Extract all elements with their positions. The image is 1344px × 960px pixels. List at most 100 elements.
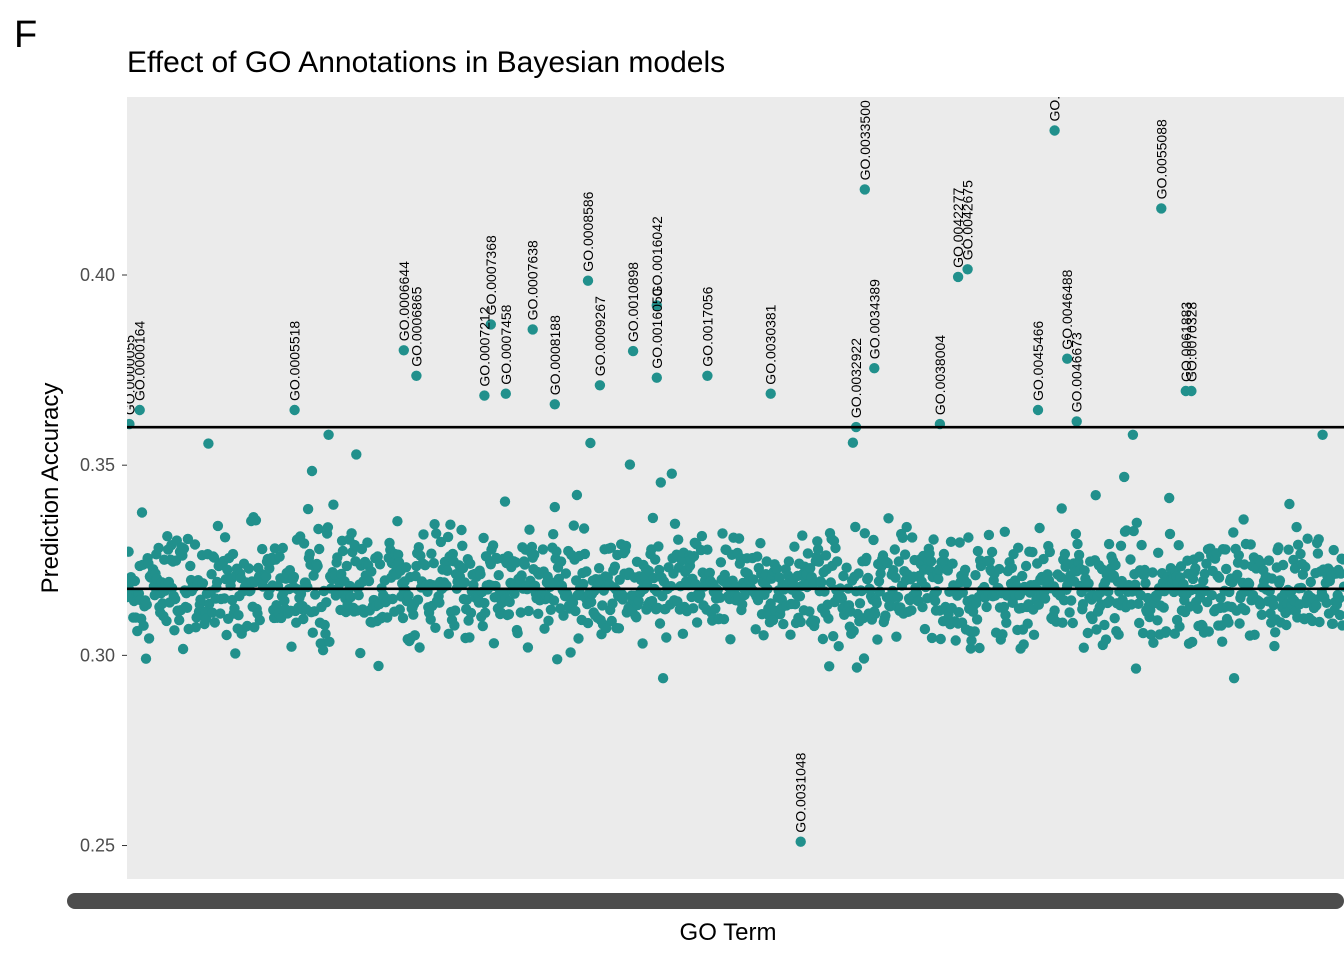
data-point xyxy=(824,661,835,672)
data-point xyxy=(412,594,424,605)
data-point xyxy=(1148,637,1159,648)
labeled-data-point xyxy=(479,390,490,401)
data-point xyxy=(1078,642,1090,653)
data-point xyxy=(537,544,549,555)
data-point xyxy=(524,524,535,535)
data-point xyxy=(477,620,488,632)
data-point xyxy=(161,615,172,627)
data-point xyxy=(1083,578,1094,589)
data-point xyxy=(672,596,683,607)
data-point xyxy=(443,628,454,639)
data-point xyxy=(1328,544,1339,556)
point-label: GO. xyxy=(1047,96,1063,122)
point-label: GO.0032922 xyxy=(848,338,864,418)
data-point xyxy=(418,529,429,540)
data-point xyxy=(1039,593,1051,604)
data-point xyxy=(243,563,254,574)
data-point xyxy=(203,438,214,449)
labeled-data-point xyxy=(651,372,662,383)
data-point xyxy=(907,532,918,543)
data-point xyxy=(1283,544,1294,555)
data-point xyxy=(1173,540,1184,551)
data-point xyxy=(838,570,849,582)
data-point xyxy=(1243,578,1255,590)
data-point xyxy=(189,539,201,550)
labeled-data-point xyxy=(1156,203,1167,214)
data-point xyxy=(1281,619,1292,631)
data-point xyxy=(593,563,605,574)
data-point xyxy=(609,561,621,572)
data-point xyxy=(328,499,339,510)
data-point xyxy=(1292,539,1304,550)
data-point xyxy=(601,623,612,634)
data-point xyxy=(631,612,642,623)
data-point xyxy=(307,627,318,638)
y-tick-label: 0.25 xyxy=(80,836,115,856)
data-point xyxy=(954,537,965,548)
data-point xyxy=(1194,551,1205,562)
data-point xyxy=(1327,618,1339,629)
labeled-data-point xyxy=(765,388,776,399)
data-point xyxy=(1000,609,1011,621)
data-point xyxy=(1013,542,1024,553)
data-point xyxy=(869,608,881,620)
data-point xyxy=(1147,567,1158,578)
point-label: GO.0006644 xyxy=(396,261,412,341)
data-point xyxy=(945,536,957,547)
chart-title: Effect of GO Annotations in Bayesian mod… xyxy=(127,46,726,79)
data-point xyxy=(233,610,244,621)
data-point xyxy=(143,633,155,644)
plot-panel xyxy=(127,97,1344,879)
point-label: GO.0007458 xyxy=(498,304,514,384)
data-point xyxy=(718,614,730,625)
data-point xyxy=(1152,615,1163,626)
data-point xyxy=(1263,555,1275,566)
data-point xyxy=(624,459,636,470)
data-point xyxy=(1273,542,1284,553)
data-point xyxy=(586,596,597,608)
data-point xyxy=(197,578,209,589)
data-point xyxy=(250,515,262,526)
data-point xyxy=(1064,607,1075,618)
data-point xyxy=(519,559,530,570)
data-point xyxy=(906,605,917,616)
labeled-data-point xyxy=(952,271,964,283)
data-point xyxy=(893,556,904,567)
data-point xyxy=(1072,538,1083,550)
data-point xyxy=(997,629,1008,640)
data-point xyxy=(211,576,223,588)
data-point xyxy=(771,563,783,574)
data-point xyxy=(425,614,436,625)
data-point xyxy=(690,578,701,590)
point-label: GO.0008188 xyxy=(547,315,563,395)
point-label: GO.0033500 xyxy=(857,100,873,180)
data-point xyxy=(1187,636,1198,648)
data-point xyxy=(1312,548,1324,559)
data-point xyxy=(314,543,325,555)
data-point xyxy=(222,564,233,575)
data-point xyxy=(269,543,281,554)
data-point xyxy=(271,600,282,611)
data-point xyxy=(848,625,859,637)
data-point xyxy=(1020,560,1032,572)
data-point xyxy=(926,632,938,644)
data-point xyxy=(926,556,937,567)
data-point xyxy=(351,449,362,460)
data-point xyxy=(1109,613,1120,624)
data-point xyxy=(1232,569,1243,580)
data-point xyxy=(1238,514,1249,525)
data-point xyxy=(851,662,863,673)
data-point xyxy=(1049,605,1060,616)
data-point xyxy=(545,604,557,615)
data-point xyxy=(162,531,173,542)
data-point xyxy=(207,607,218,618)
data-point xyxy=(650,554,661,565)
data-point xyxy=(797,530,808,541)
data-point xyxy=(647,512,659,524)
data-point xyxy=(702,544,713,555)
point-label: GO.0055088 xyxy=(1153,119,1169,199)
data-point xyxy=(607,598,618,609)
data-point xyxy=(836,593,848,604)
data-point xyxy=(1201,558,1212,569)
data-point xyxy=(461,594,473,605)
